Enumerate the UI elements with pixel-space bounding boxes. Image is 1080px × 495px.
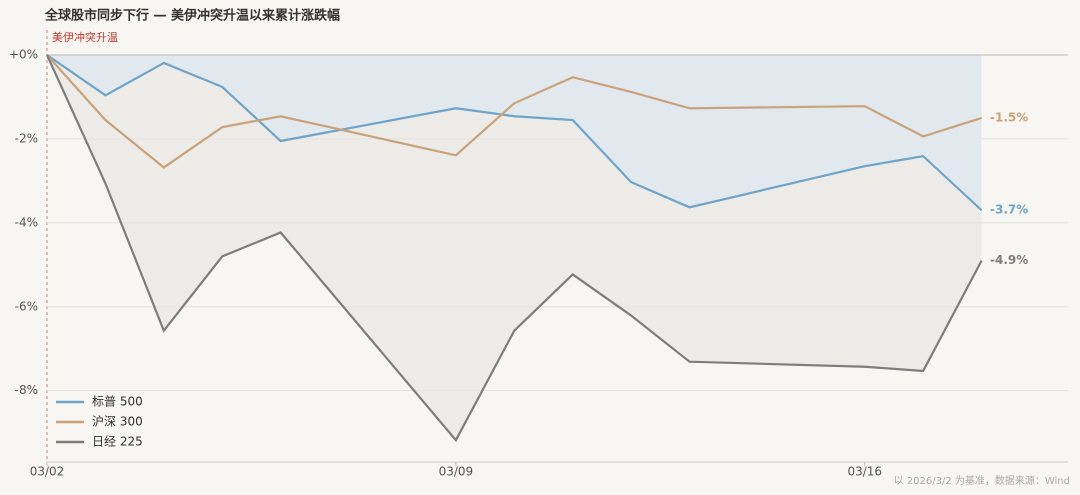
line [45, 54, 983, 443]
x-tick-label: 03/09 [439, 465, 474, 479]
y-tick-label: -6% [15, 299, 38, 313]
x-tick-label: 03/16 [847, 465, 882, 479]
line [46, 54, 982, 169]
legend-label: 沪深 300 [92, 415, 143, 429]
legend-label: 日经 225 [92, 435, 143, 449]
x-tick-label: 03/02 [30, 465, 65, 479]
line [46, 54, 983, 212]
area [47, 55, 982, 211]
legend-label: 标普 500 [92, 395, 143, 409]
end-label: -4.9% [990, 253, 1028, 267]
y-tick-label: -4% [15, 215, 38, 229]
event-label: 美伊冲突升温 [52, 30, 118, 44]
end-label: -1.5% [990, 110, 1028, 124]
footnote: 以 2026/3/2 为基准，数据来源：Wind [894, 474, 1070, 487]
end-label: -3.7% [990, 203, 1028, 217]
chart-title: 全球股市同步下行 — 美伊冲突升温以来累计涨跌幅 [44, 8, 340, 24]
y-tick-label: +0% [9, 48, 38, 62]
y-tick-label: -2% [15, 131, 38, 145]
y-tick-label: -8% [15, 383, 38, 397]
